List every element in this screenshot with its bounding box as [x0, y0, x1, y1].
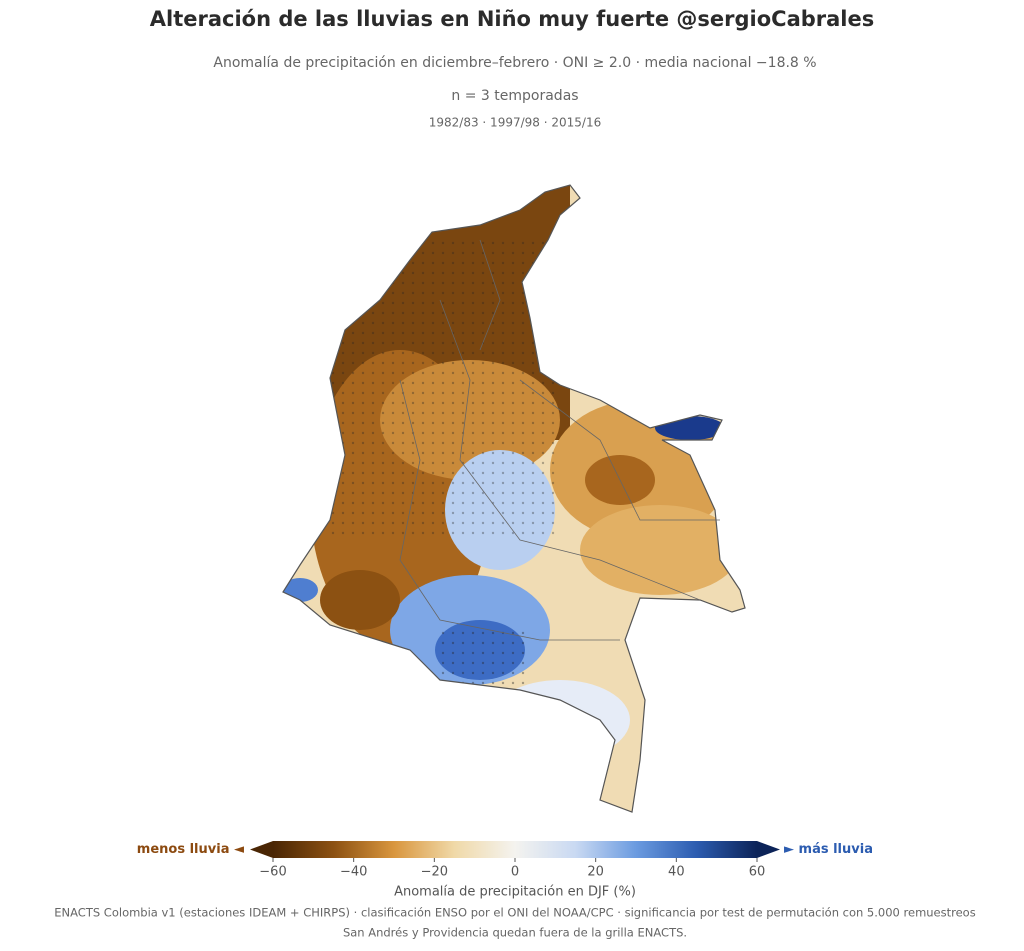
colorbar-tick-label: 60	[749, 865, 766, 880]
colorbar-tick-label: −40	[340, 865, 367, 880]
colorbar-label: Anomalía de precipitación en DJF (%)	[394, 885, 636, 900]
sample-size: n = 3 temporadas	[451, 88, 578, 104]
less-rain-label: menos lluvia ◄	[137, 842, 244, 857]
colorbar: −60 −40 −20 0 20 40 60 Anomalía de precipitació…	[137, 841, 873, 900]
colorbar-gradient	[273, 841, 757, 858]
colorbar-tick-label: 20	[587, 865, 604, 880]
anomaly-map	[283, 185, 745, 812]
department-borders	[399, 239, 720, 641]
footer-note: ENACTS Colombia v1 (estaciones IDEAM + C…	[54, 906, 975, 920]
country-outline	[282, 184, 746, 813]
more-rain-label: ► más lluvia	[784, 842, 873, 857]
colorbar-tick-label: −20	[421, 865, 448, 880]
footer-note: San Andrés y Providencia quedan fuera de…	[343, 926, 687, 940]
colorbar-extend-low	[250, 841, 273, 858]
colorbar-tick-label: −60	[259, 865, 286, 880]
colorbar-tick-label: 0	[511, 865, 519, 880]
subtitle: Anomalía de precipitación en diciembre–f…	[213, 55, 816, 71]
colorbar-extend-high	[757, 841, 780, 858]
colorbar-tick-label: 40	[668, 865, 685, 880]
seasons: 1982/83 · 1997/98 · 2015/16	[429, 116, 601, 130]
title: Alteración de las lluvias en Niño muy fu…	[150, 7, 875, 31]
